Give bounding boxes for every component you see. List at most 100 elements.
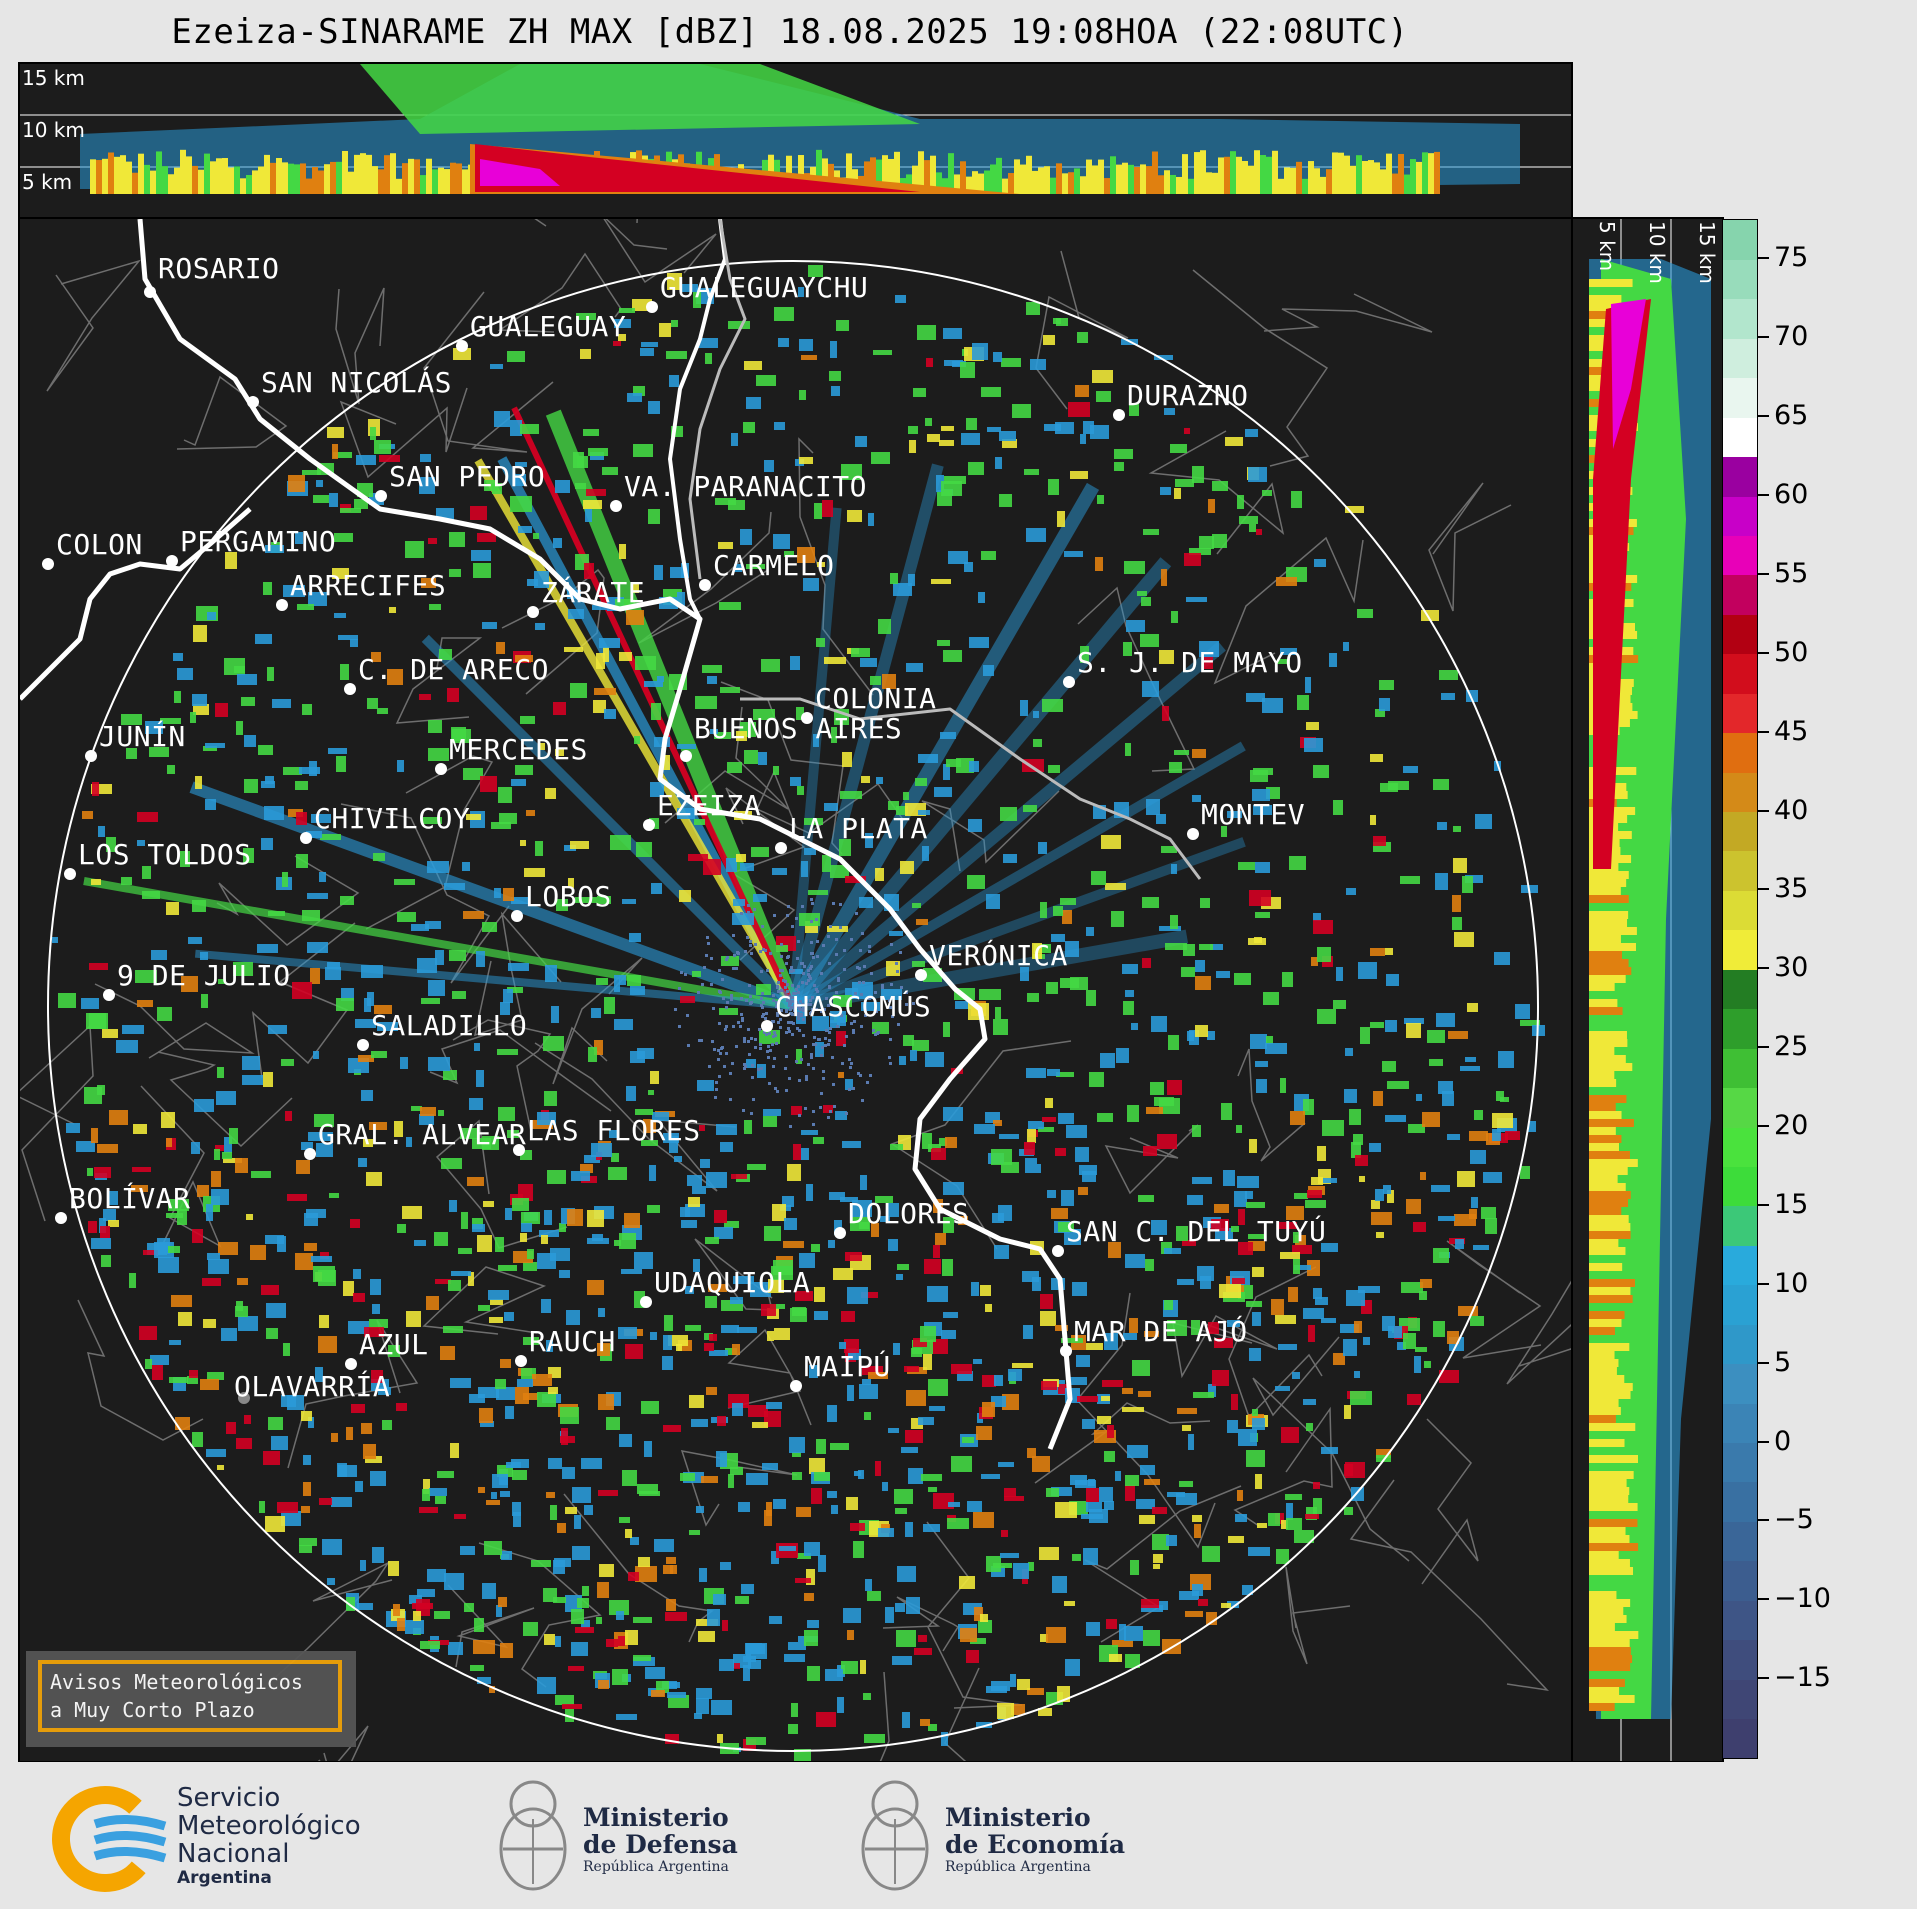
echo-cell (1350, 1391, 1372, 1405)
radar-map[interactable]: ROSARIO GUALEGUAYCHU GUALEGUAY SAN NICOLÁS D… (18, 217, 1573, 1763)
echo-cell (192, 1229, 203, 1243)
echo-cell (81, 998, 99, 1009)
clutter-pixel (798, 1013, 801, 1016)
top-height-label-5km: 5 km (22, 170, 73, 194)
echo-cell (328, 748, 347, 754)
echo-cell (1388, 1326, 1402, 1338)
echo-cell (872, 1022, 889, 1034)
echo-cell (1191, 1320, 1200, 1335)
echo-cell (1154, 355, 1173, 360)
echo-cell (1442, 1091, 1454, 1106)
echo-cell (265, 776, 274, 784)
echo-cell (507, 1130, 519, 1138)
echo-cell (361, 1423, 372, 1434)
top-echo-column (1188, 178, 1194, 194)
right-cross-section-echoes (1589, 219, 1711, 1761)
echo-cell (1129, 403, 1139, 416)
echo-cell (419, 1507, 438, 1513)
echo-cell (521, 1212, 540, 1224)
echo-cell (367, 992, 374, 1006)
echo-cell (587, 1280, 604, 1295)
echo-cell (1286, 1206, 1304, 1220)
echo-cell (1027, 1129, 1036, 1143)
avisos-link[interactable]: Avisos Meteorológicos a Muy Corto Plazo (38, 1660, 342, 1732)
echo-cell (235, 1306, 248, 1317)
echo-cell (1306, 1423, 1313, 1431)
echo-cell (806, 1184, 813, 1201)
echo-cell (722, 1620, 728, 1631)
echo-cell (1292, 1245, 1312, 1254)
echo-cell (619, 1233, 636, 1249)
echo-cell (1078, 1187, 1088, 1195)
colorbar-tick-label: 45 (1774, 715, 1809, 747)
echo-cell (499, 813, 517, 824)
echo-cell (814, 1311, 828, 1320)
right-echo-row (1589, 1159, 1638, 1167)
echo-cell (1141, 597, 1151, 606)
echo-cell (1435, 873, 1448, 890)
echo-cell (967, 875, 985, 889)
top-echo-column (126, 161, 132, 194)
echo-cell (689, 1395, 704, 1408)
echo-cell (921, 1474, 942, 1481)
top-echo-column (90, 159, 96, 194)
echo-cell (1040, 1311, 1056, 1326)
clutter-pixel (749, 940, 752, 943)
echo-cell (1136, 1499, 1155, 1509)
echo-cell (689, 1530, 700, 1535)
echo-cell (189, 1370, 198, 1378)
echo-cell (244, 779, 258, 793)
echo-cell (1024, 1142, 1035, 1155)
city-label: COLON (56, 528, 143, 561)
echo-cell (838, 1072, 844, 1078)
colorbar-tick (1757, 415, 1769, 418)
avisos-link-box[interactable]: Avisos Meteorológicos a Muy Corto Plazo (26, 1651, 356, 1747)
clutter-pixel (888, 999, 891, 1002)
echo-cell (1151, 1220, 1167, 1235)
radar-beam (790, 741, 1246, 1011)
echo-cell (1406, 1199, 1421, 1214)
clutter-pixel (747, 1028, 750, 1031)
echo-cell (327, 427, 344, 438)
echo-cell (782, 1196, 794, 1207)
echo-cell (318, 1336, 337, 1353)
echo-cell (890, 1144, 903, 1150)
echo-cell (527, 1249, 534, 1259)
clutter-pixel (708, 1065, 711, 1068)
echo-cell (1022, 1271, 1039, 1282)
echo-cell (575, 1627, 594, 1633)
echo-cell (1157, 1134, 1177, 1149)
echo-cell (855, 436, 867, 447)
echo-cell (358, 1055, 374, 1062)
echo-cell (969, 761, 979, 772)
river-secondary (688, 219, 747, 580)
echo-cell (1038, 1127, 1054, 1132)
echo-cell (1072, 1554, 1081, 1561)
echo-cell (728, 321, 750, 329)
echo-cell (986, 894, 1000, 909)
echo-cell (452, 729, 471, 743)
echo-cell (941, 481, 962, 496)
clutter-pixel (822, 1077, 825, 1080)
echo-cell (1294, 1530, 1314, 1543)
city-marker (276, 599, 288, 611)
echo-cell (572, 1546, 590, 1560)
echo-cell (930, 1339, 948, 1354)
clutter-pixel (816, 940, 819, 943)
top-echo-column (348, 171, 354, 194)
echo-cell (108, 1220, 119, 1227)
echo-cell (316, 480, 323, 487)
echo-cell (411, 924, 429, 931)
clutter-pixel (785, 1010, 788, 1013)
city-label: VA. PARANACITO (624, 470, 868, 503)
echo-cell (422, 1489, 430, 1501)
right-echo-row (1589, 935, 1621, 943)
echo-cell (1242, 1585, 1253, 1595)
echo-cell (313, 1051, 319, 1059)
echo-cell (1280, 648, 1297, 655)
echo-cell (618, 334, 626, 341)
echo-cell (845, 988, 858, 999)
echo-cell (933, 1245, 940, 1258)
echo-cell (285, 1111, 292, 1121)
echo-cell (1515, 1004, 1530, 1019)
